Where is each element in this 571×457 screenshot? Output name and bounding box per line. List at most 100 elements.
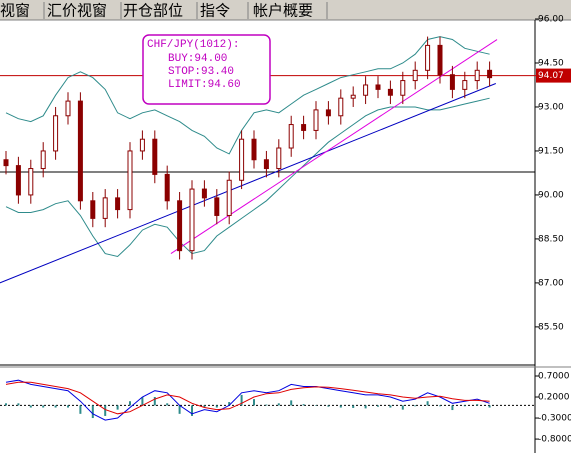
macd-hist — [401, 405, 404, 410]
macd-hist — [91, 405, 94, 419]
candle-body — [115, 197, 121, 211]
macd-hist — [414, 405, 417, 407]
y-tick-label: 88.50 — [538, 234, 564, 244]
candle-body — [338, 97, 344, 117]
macd-hist — [377, 405, 379, 407]
candle-body — [164, 173, 170, 202]
macd-hist — [178, 405, 181, 414]
macd-hist — [439, 405, 441, 407]
order-text: CHF/JPY(1012): — [147, 39, 239, 51]
order-text: STOP:93.40 — [168, 66, 234, 78]
candle-body — [65, 100, 71, 117]
candle-body — [400, 80, 406, 96]
candle-body — [363, 84, 369, 96]
macd-hist — [463, 405, 466, 407]
y-tick-label: 87.00 — [538, 278, 564, 288]
tab[interactable]: 指令 — [200, 2, 230, 20]
candle-body — [437, 44, 443, 76]
macd-hist — [67, 405, 69, 408]
macd-hist — [389, 405, 392, 408]
candle-body — [462, 80, 468, 90]
candle-body — [28, 168, 34, 196]
candle-body — [474, 69, 480, 82]
tab[interactable]: 视窗 — [0, 2, 30, 20]
candle-body — [127, 150, 133, 211]
y-tick-label: -0.8000 — [538, 435, 571, 445]
tab[interactable]: 帐户概要 — [253, 2, 313, 20]
candle-body — [301, 124, 307, 131]
tab[interactable]: 汇价视窗 — [47, 2, 107, 20]
y-tick-label: 93.00 — [538, 102, 564, 112]
macd-hist — [17, 403, 20, 406]
candle-body — [201, 188, 207, 199]
candle-body — [3, 159, 9, 167]
order-box — [142, 34, 271, 105]
candle-body — [387, 88, 393, 96]
macd-hist — [29, 405, 32, 408]
macd-hist — [451, 405, 454, 411]
y-tick-label: 0.2000 — [538, 393, 570, 403]
macd-hist — [129, 401, 131, 406]
candle-body — [487, 69, 493, 79]
macd-hist — [339, 405, 342, 408]
macd-hist — [153, 397, 156, 406]
candle-body — [239, 138, 245, 181]
macd-hist — [265, 404, 268, 406]
price-tag-label: 94.07 — [538, 71, 564, 81]
y-tick-label: 94.50 — [538, 58, 564, 68]
macd-hist — [228, 402, 231, 406]
order-text: LIMIT:94.60 — [168, 79, 241, 91]
y-tick-label: -0.3000 — [538, 414, 571, 424]
tab[interactable]: 开仓部位 — [123, 2, 183, 20]
candle-body — [313, 109, 319, 131]
macd-hist — [54, 405, 57, 408]
macd-hist — [315, 405, 317, 406]
price-tag — [536, 68, 571, 83]
macd-line — [5, 381, 490, 415]
macd-hist — [302, 404, 305, 406]
tab-bar — [0, 0, 571, 20]
macd-hist — [290, 400, 293, 406]
macd-hist — [42, 405, 45, 408]
candle-body — [350, 94, 356, 99]
macd-hist — [426, 401, 429, 406]
candle-body — [226, 179, 232, 216]
macd-hist — [215, 405, 218, 408]
y-tick-label: 85.50 — [538, 322, 564, 332]
macd-hist — [253, 399, 255, 406]
candle-body — [375, 84, 381, 90]
macd-hist — [488, 405, 491, 408]
macd-hist — [166, 403, 169, 406]
macd-hist — [364, 405, 367, 409]
macd-hist — [191, 405, 193, 416]
candle-body — [449, 74, 455, 90]
macd-hist — [352, 405, 355, 408]
candle-body — [152, 138, 158, 175]
candle-body — [139, 138, 145, 152]
macd-hist — [240, 394, 243, 406]
candle-body — [189, 188, 195, 252]
macd-line — [5, 379, 490, 421]
macd-hist — [277, 403, 280, 406]
candle-body — [90, 200, 96, 219]
candle-body — [15, 165, 21, 196]
y-tick-label: 0.7000 — [538, 371, 570, 381]
macd-hist — [104, 405, 107, 416]
candle-body — [40, 150, 46, 170]
candle-body — [177, 200, 183, 252]
trendline — [170, 39, 498, 254]
macd-hist — [116, 405, 119, 410]
band-upper — [5, 36, 490, 155]
candle-body — [412, 69, 418, 82]
candle-body — [214, 197, 220, 216]
candle-body — [263, 159, 269, 170]
candle-body — [251, 138, 257, 161]
y-tick-label: 91.50 — [538, 146, 564, 156]
band-lower — [5, 97, 490, 258]
candle-body — [53, 115, 59, 152]
candle-body — [102, 197, 108, 219]
macd-hist — [327, 405, 330, 407]
candle-body — [288, 124, 294, 149]
macd-hist — [141, 397, 144, 406]
